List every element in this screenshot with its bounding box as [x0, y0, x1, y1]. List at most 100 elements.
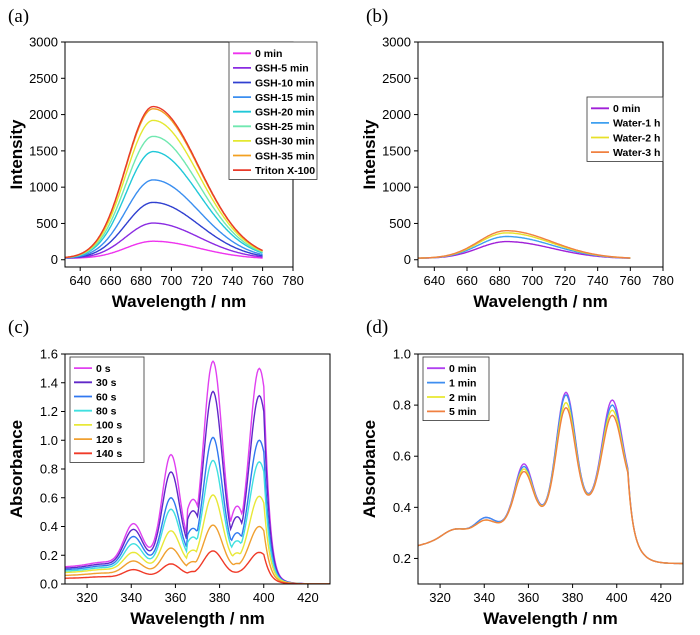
legend: 0 min GSH-5 min GSH-10 min GSH-15 min GSH-20… — [228, 41, 318, 180]
legend-entry: 30 s — [96, 377, 117, 389]
series-line-water-3-h — [418, 230, 631, 259]
y-tick-label: 0.6 — [393, 449, 411, 464]
x-tick-label: 780 — [282, 273, 304, 288]
series-line-5-min — [418, 406, 683, 565]
y-axis-label: Absorbance — [360, 420, 379, 518]
series-line-gsh-20-min — [65, 150, 263, 259]
series-line-triton-x-100 — [65, 105, 263, 259]
y-tick-label: 0 — [404, 252, 411, 267]
y-tick-label: 0.4 — [40, 519, 58, 534]
legend-entry: 0 min — [449, 363, 476, 375]
legend-entry: 5 min — [449, 406, 476, 418]
legend: 0 min Water-1 h Water-2 h Water-3 h — [586, 96, 664, 162]
y-tick-label: 0.8 — [393, 398, 411, 413]
legend-entry: GSH-35 min — [255, 150, 315, 162]
x-tick-label: 660 — [456, 273, 478, 288]
x-tick-label: 320 — [429, 590, 451, 605]
y-tick-label: 1.6 — [40, 347, 58, 362]
series-line-0-min — [65, 240, 263, 259]
x-tick-label: 340 — [473, 590, 495, 605]
x-axis-label: Wavelength / nm — [483, 609, 617, 628]
x-tick-label: 720 — [554, 273, 576, 288]
x-axis-label: Wavelength / nm — [112, 292, 246, 311]
y-tick-label: 0.2 — [393, 551, 411, 566]
legend: 0 min 1 min 2 min 5 min — [422, 356, 490, 421]
x-axis-label: Wavelength / nm — [130, 609, 264, 628]
y-tick-label: 0.2 — [40, 548, 58, 563]
legend-box — [228, 41, 318, 180]
panel-label: (d) — [366, 317, 388, 338]
series-line-gsh-10-min — [65, 201, 263, 259]
y-tick-label: 0.8 — [40, 462, 58, 477]
y-tick-label: 1500 — [382, 143, 411, 158]
legend-entry: 0 min — [613, 103, 640, 115]
y-tick-label: 0.6 — [40, 490, 58, 505]
panel-b: (b) 640 660 680 700 720 740 760 780 0 500 1000 1500 2… — [360, 6, 674, 311]
legend-entry: 0 s — [96, 363, 111, 375]
x-tick-label: 760 — [252, 273, 274, 288]
legend-entry: 80 s — [96, 406, 117, 418]
x-tick-label: 420 — [650, 590, 672, 605]
x-tick-label: 680 — [130, 273, 152, 288]
y-tick-label: 2500 — [382, 71, 411, 86]
y-axis-label: Intensity — [7, 119, 26, 189]
legend-entry: GSH-30 min — [255, 136, 315, 148]
series-lines — [418, 230, 631, 259]
panel-a: (a) 640 660 680 700 720 740 760 780 0 500 1000 1500 2… — [7, 6, 318, 311]
panel-d: (d) 320 340 360 380 400 420 0.2 0.4 0.6 0.8 1.0 Wave… — [360, 317, 684, 628]
legend-entry: GSH-15 min — [255, 92, 315, 104]
x-tick-label: 340 — [120, 590, 142, 605]
series-line-gsh-15-min — [65, 179, 263, 259]
x-tick-label: 320 — [76, 590, 98, 605]
y-tick-label: 500 — [389, 216, 411, 231]
x-tick-label: 380 — [562, 590, 584, 605]
x-tick-label: 360 — [518, 590, 540, 605]
x-tick-label: 700 — [521, 273, 543, 288]
x-tick-label: 360 — [165, 590, 187, 605]
x-tick-label: 740 — [221, 273, 243, 288]
panel-label: (c) — [8, 317, 29, 338]
x-tick-label: 780 — [652, 273, 674, 288]
legend-entry: 2 min — [449, 392, 476, 404]
series-line-120-s — [65, 524, 330, 584]
x-tick-label: 740 — [587, 273, 609, 288]
legend-entry: Water-3 h — [613, 147, 660, 159]
x-axis-label: Wavelength / nm — [473, 292, 607, 311]
legend-entry: Water-2 h — [613, 132, 660, 144]
panel-label: (a) — [8, 6, 29, 27]
legend-entry: 1 min — [449, 377, 476, 389]
legend: 0 s 30 s 60 s 80 s 100 s 120 s 140 s — [69, 356, 145, 463]
legend-entry: 100 s — [96, 420, 122, 432]
x-tick-label: 400 — [253, 590, 275, 605]
y-tick-label: 0.0 — [40, 577, 58, 592]
y-tick-label: 0.4 — [393, 500, 411, 515]
y-tick-label: 1500 — [29, 143, 58, 158]
legend-entry: GSH-20 min — [255, 107, 315, 119]
series-line-gsh-25-min — [65, 135, 263, 259]
legend-entry: 140 s — [96, 448, 122, 460]
y-tick-label: 2000 — [29, 107, 58, 122]
y-tick-label: 500 — [36, 216, 58, 231]
plot-frame — [417, 353, 684, 585]
x-tick-label: 760 — [619, 273, 641, 288]
legend-entry: 120 s — [96, 434, 122, 446]
y-tick-label: 1000 — [29, 180, 58, 195]
legend-entry: GSH-5 min — [255, 63, 309, 75]
y-tick-label: 3000 — [382, 35, 411, 50]
series-line-2-min — [418, 401, 683, 565]
y-tick-label: 2000 — [382, 107, 411, 122]
panel-c: (c) 320 340 360 380 400 420 0.0 0.2 0.4 0.6 0.8 1.0 1… — [7, 317, 331, 628]
y-tick-label: 3000 — [29, 35, 58, 50]
series-line-gsh-30-min — [65, 119, 263, 259]
x-tick-label: 680 — [489, 273, 511, 288]
series-line-gsh-5-min — [65, 222, 263, 259]
series-lines — [65, 105, 263, 259]
series-lines — [418, 391, 683, 565]
x-tick-label: 640 — [423, 273, 445, 288]
legend-box — [69, 356, 145, 463]
y-axis-label: Intensity — [360, 119, 379, 189]
x-tick-label: 400 — [606, 590, 628, 605]
x-tick-label: 700 — [161, 273, 183, 288]
legend-entry: 0 min — [255, 48, 282, 60]
